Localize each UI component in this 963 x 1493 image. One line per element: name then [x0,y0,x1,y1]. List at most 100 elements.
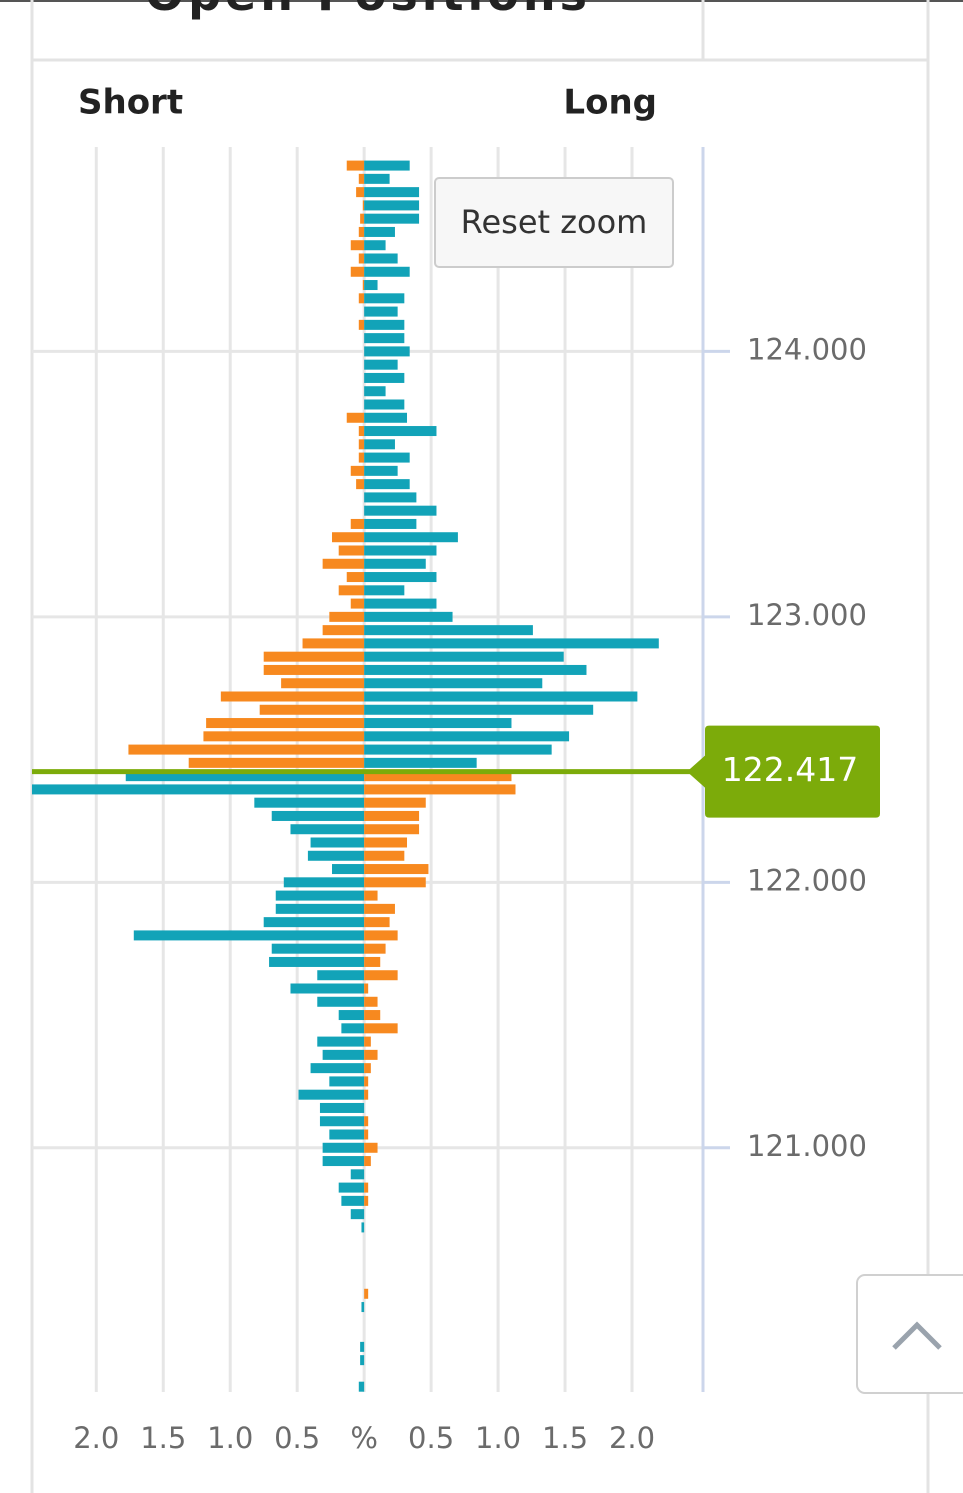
bar [364,426,437,437]
bar [364,160,410,171]
bar [350,240,365,251]
bar [310,837,365,848]
bar [317,970,365,981]
bar [271,810,365,821]
bar [350,465,365,476]
bar [364,1142,378,1153]
bar [364,625,533,636]
bar [364,399,405,410]
bar [350,518,365,529]
bar [364,877,426,888]
bar [364,1156,371,1167]
bar [364,983,369,994]
bar [317,996,365,1007]
bar [275,890,365,901]
x-tick-label: 0.5 [408,1421,454,1455]
bar [364,505,437,516]
bar [358,1381,365,1392]
bar [364,678,543,689]
bar [364,917,390,928]
current-price-tag [687,725,880,818]
bar [364,731,570,742]
y-tick-label: 123.000 [747,598,867,632]
bar [364,1063,371,1074]
bar [364,864,429,875]
bar [341,1023,365,1034]
bar [338,1010,365,1021]
bar [350,1169,365,1180]
bar [128,744,365,755]
bar [364,492,417,503]
bar [364,346,410,357]
bar [283,877,365,888]
bar [364,532,458,543]
x-tick-label: 0.5 [274,1421,320,1455]
bar [364,691,638,702]
bar [133,930,365,941]
bar [346,160,365,171]
x-tick-label: 1.0 [207,1421,253,1455]
bar [364,890,378,901]
bar [275,903,365,914]
bar [317,1036,365,1047]
bar [364,771,512,782]
bar [364,651,564,662]
bar [364,943,386,954]
bar [364,1049,378,1060]
x-tick-label: 2.0 [73,1421,119,1455]
bar [322,558,365,569]
plot-area: 2.0 1.5 1.0 0.5% 0.5 1.0 1.5 2.0 121.000 122.000 1… [32,147,880,1455]
bar [364,757,477,768]
bar [364,1010,381,1021]
bar [364,1116,369,1127]
bar [364,810,420,821]
bar [364,664,587,675]
bar [364,1023,398,1034]
bar [332,532,365,543]
bar [341,1195,365,1206]
bar [364,572,437,583]
bar [364,359,398,370]
bar [364,306,398,317]
bar [364,956,381,967]
bar [259,704,365,715]
bar [290,983,365,994]
bar [362,200,365,211]
reset-zoom-button[interactable] [434,177,674,268]
bar [358,426,365,437]
bar [125,771,365,782]
bar [364,266,410,277]
bar [364,970,398,981]
bar [364,1089,369,1100]
bar [364,200,420,211]
bar [364,253,398,264]
bar [364,824,420,835]
bar [364,479,410,490]
bar [322,1156,365,1167]
back-to-top-icon[interactable] [892,1321,942,1350]
bar [338,585,365,596]
bar [307,850,365,861]
bar [269,956,365,967]
current-price-label: 122.417 [722,750,858,789]
reset-zoom-label[interactable]: Reset zoom [461,203,648,241]
bar [364,372,405,383]
bar [32,784,365,795]
right-label: Long [563,83,657,123]
bar [364,598,437,609]
bar [364,333,405,344]
bar [364,280,378,291]
bar [358,452,365,463]
bar [364,1195,369,1206]
bar [364,452,410,463]
bar [364,439,395,450]
bar [329,1129,365,1140]
bar [364,797,426,808]
bar [364,996,378,1007]
bar [350,266,365,277]
bar [364,293,405,304]
bar [319,1116,365,1127]
x-tick-label: 1.5 [542,1421,588,1455]
bar [263,917,365,928]
